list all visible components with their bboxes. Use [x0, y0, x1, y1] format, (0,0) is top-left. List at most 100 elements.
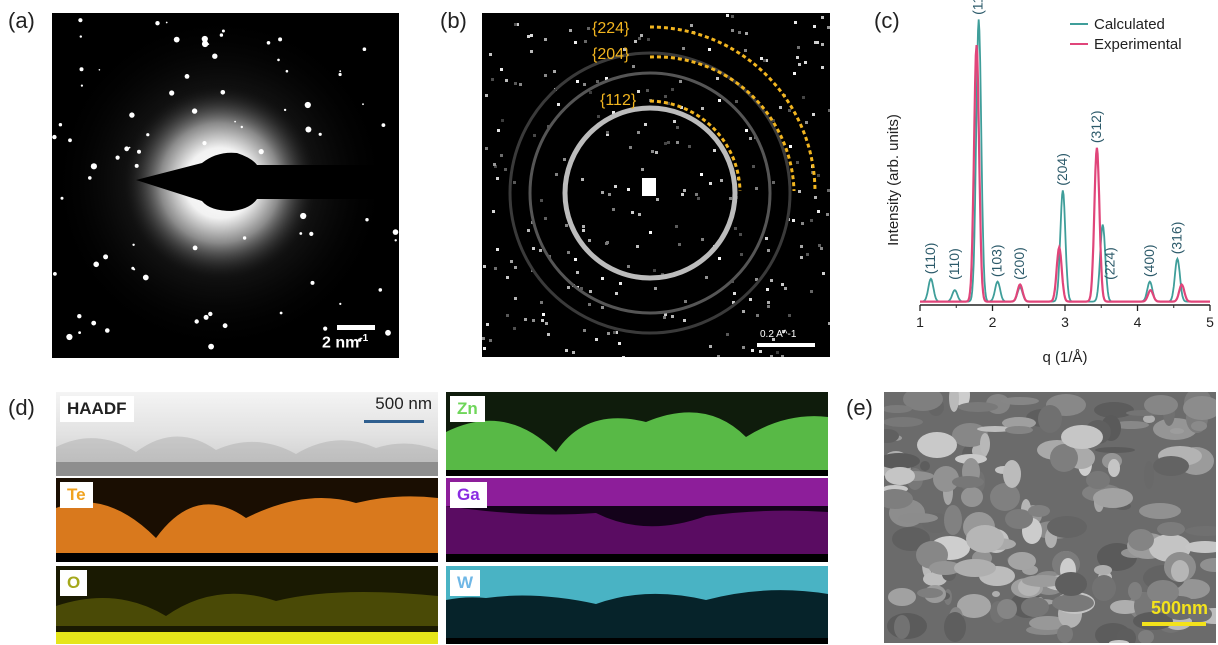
speckle — [792, 219, 795, 222]
grain — [884, 405, 912, 413]
map-te: Te — [56, 478, 438, 562]
speckle — [745, 129, 748, 132]
speckle — [601, 306, 604, 309]
speckle — [751, 349, 754, 352]
spot — [155, 21, 160, 26]
speckle — [828, 109, 830, 112]
panel-d-label: (d) — [8, 395, 35, 420]
x-tick-label: 3 — [1061, 314, 1069, 330]
grain — [929, 561, 961, 575]
speckle — [634, 40, 637, 43]
spot — [66, 333, 73, 341]
scalebar-a-value: 2 nm — [322, 334, 360, 352]
speckle — [574, 41, 577, 44]
speckle — [788, 109, 791, 112]
grain — [1185, 526, 1216, 536]
map-o: O — [56, 566, 438, 644]
grain — [1108, 459, 1120, 477]
speckle — [664, 313, 667, 316]
spot — [132, 243, 135, 246]
speckle — [821, 66, 824, 69]
grain — [888, 588, 916, 606]
speckle — [627, 188, 630, 191]
spot — [310, 280, 315, 285]
peak-label: (204) — [1054, 153, 1070, 186]
speckle — [485, 147, 488, 150]
speckle — [640, 34, 643, 37]
speckle — [656, 198, 659, 201]
speckle — [576, 80, 579, 83]
spot — [208, 343, 215, 350]
spot — [142, 274, 149, 281]
grain — [1157, 522, 1185, 536]
speckle — [581, 178, 584, 181]
chart-lines — [920, 19, 1210, 303]
scalebar-d-text: 500 nm — [375, 394, 432, 413]
panel-a-label: (a) — [8, 8, 35, 33]
spot — [146, 133, 150, 137]
speckle — [767, 249, 770, 252]
spot — [358, 338, 362, 342]
x-tick-label: 4 — [1134, 314, 1142, 330]
speckle — [781, 283, 784, 286]
speckle — [619, 282, 622, 285]
speckle — [489, 339, 492, 342]
speckle — [615, 331, 618, 334]
grain — [1147, 580, 1179, 604]
speckle — [631, 211, 634, 214]
speckle — [572, 351, 575, 354]
spot — [339, 302, 342, 305]
speckle — [814, 41, 817, 44]
spot — [278, 37, 283, 42]
speckle — [673, 120, 676, 123]
speckle — [649, 231, 652, 234]
speckle — [800, 245, 803, 248]
speckle — [606, 131, 609, 134]
spot — [242, 236, 247, 240]
grain — [1191, 421, 1207, 431]
spot — [60, 196, 64, 200]
grain — [952, 476, 984, 488]
spot — [221, 29, 225, 33]
grain — [1093, 488, 1133, 508]
spot — [78, 18, 83, 23]
grain — [1200, 558, 1216, 572]
speckle — [519, 83, 522, 86]
speckle — [767, 301, 770, 304]
grain — [944, 505, 962, 535]
spot — [79, 35, 82, 38]
spot — [394, 239, 397, 242]
speckle — [486, 323, 489, 326]
speckle — [797, 46, 800, 49]
speckle — [806, 253, 809, 256]
speckle — [569, 29, 572, 32]
spot — [103, 254, 109, 260]
speckle — [557, 103, 560, 106]
speckle — [796, 56, 799, 59]
grain — [1005, 426, 1033, 434]
grain — [1008, 552, 1036, 570]
grain — [1144, 395, 1178, 415]
spot — [78, 331, 81, 334]
scalebar-e — [1142, 622, 1206, 626]
speckle — [765, 237, 768, 240]
scalebar-e-text: 500nm — [1150, 598, 1208, 618]
map-w: W — [446, 566, 828, 644]
spot — [202, 141, 207, 146]
grain — [1028, 505, 1050, 517]
spot — [134, 163, 139, 168]
speckle — [821, 43, 824, 46]
beam-stop — [136, 152, 399, 211]
speckle — [491, 78, 494, 81]
speckle — [779, 106, 782, 109]
speckle — [629, 146, 632, 149]
speckle — [667, 102, 670, 105]
map-label-te: Te — [60, 482, 93, 508]
speckle — [606, 133, 609, 136]
speckle — [695, 193, 698, 196]
speckle — [679, 80, 682, 83]
speckle — [567, 251, 570, 254]
grain — [1055, 572, 1087, 596]
legend-entry: Experimental — [1094, 36, 1182, 53]
speckle — [506, 276, 509, 279]
